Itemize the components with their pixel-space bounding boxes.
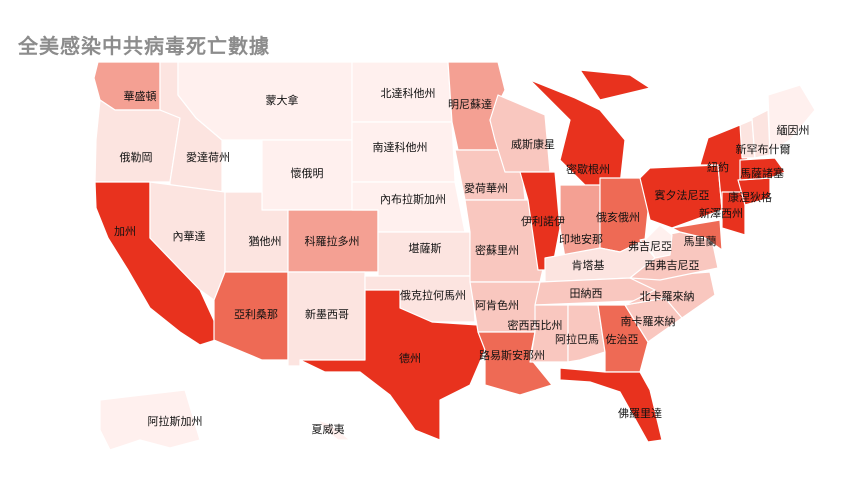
state-label-georgia: 佐治亞 <box>606 332 639 346</box>
state-label-illinois: 伊利諾伊 <box>521 214 565 228</box>
state-label-alabama: 阿拉巴馬 <box>555 332 599 346</box>
state-label-virginia: 弗吉尼亞 <box>628 239 672 253</box>
state-indiana <box>559 184 601 259</box>
state-maine <box>767 84 816 153</box>
state-label-northdakota: 北達科他州 <box>381 86 436 100</box>
state-alabama <box>567 304 606 363</box>
state-label-iowa: 愛荷華州 <box>464 182 508 195</box>
state-label-oregon: 俄勒岡 <box>120 151 153 164</box>
state-label-colorado: 科羅拉多州 <box>305 234 360 248</box>
state-label-montana: 蒙大拿 <box>266 93 299 107</box>
state-label-newhampshire: 新罕布什爾 <box>736 142 791 156</box>
state-label-westvirginia: 西弗吉尼亞 <box>645 258 700 272</box>
state-label-wyoming: 懷俄明 <box>291 167 324 180</box>
state-label-massachusetts_label: 馬薩諸塞 <box>740 166 784 180</box>
state-massachusetts <box>739 157 786 181</box>
state-newjersey <box>721 191 746 236</box>
state-label-kentucky: 肯塔基 <box>572 259 605 272</box>
state-label-southdakota: 南達科他州 <box>373 140 428 154</box>
state-label-washington: 華盛頓 <box>124 89 157 103</box>
state-label-mississippi: 密西西比州 <box>508 318 563 332</box>
state-label-utah: 猶他州 <box>249 234 282 248</box>
map-title: 全美感染中共病毒死亡數據 <box>18 34 270 58</box>
state-label-california: 加州 <box>114 225 136 238</box>
state-northcarolina <box>624 271 716 319</box>
state-label-newyork: 紐約 <box>707 160 729 174</box>
state-label-arizona: 亞利桑那 <box>234 308 278 321</box>
state-label-kansas: 堪薩斯 <box>409 242 442 255</box>
state-label-maine: 緬因州 <box>777 124 810 137</box>
state-label-texas: 德州 <box>399 351 421 365</box>
state-wisconsin <box>489 94 551 173</box>
state-label-minnesota: 明尼蘇達 <box>448 98 492 111</box>
state-label-nevada: 內華達 <box>173 230 206 243</box>
state-michigan <box>529 69 651 191</box>
state-label-newjersey: 新澤西州 <box>699 206 743 220</box>
state-label-pennsylvania: 賓夕法尼亞 <box>655 188 710 202</box>
state-label-oklahoma: 俄克拉何馬州 <box>400 288 466 302</box>
state-label-arkansas: 阿肯色州 <box>475 298 519 312</box>
state-label-ohio: 俄亥俄州 <box>596 210 640 224</box>
state-newhampshire <box>751 109 771 159</box>
state-label-idaho: 愛達荷州 <box>186 151 230 164</box>
state-label-newmexico: 新墨西哥 <box>305 307 349 321</box>
state-hawaii <box>317 419 351 441</box>
state-label-alaska: 阿拉斯加州 <box>148 414 203 428</box>
state-label-missouri: 密蘇里州 <box>475 243 519 257</box>
state-label-florida: 佛羅里達 <box>618 407 662 420</box>
state-label-indiana: 印地安那 <box>559 232 603 246</box>
state-label-maryland: 馬里蘭 <box>684 235 717 248</box>
state-label-wisconsin: 威斯康星 <box>511 137 555 151</box>
state-label-southcarolina: 南卡羅來納 <box>621 315 676 328</box>
state-mississippi <box>529 304 569 363</box>
state-westvirginia <box>644 224 673 259</box>
state-texas <box>299 289 486 441</box>
state-maryland <box>671 219 723 251</box>
state-label-connecticut: 康涅狄格 <box>728 190 772 204</box>
state-label-hawaii: 夏威夷 <box>312 423 345 436</box>
state-label-michigan: 密歇根州 <box>566 162 610 176</box>
state-florida <box>559 367 663 443</box>
state-label-nebraska: 內布拉斯加州 <box>380 192 446 206</box>
state-shapes <box>93 61 816 451</box>
state-alaska <box>99 389 201 451</box>
state-label-tennessee: 田納西 <box>570 287 603 300</box>
state-label-northcarolina: 北卡羅來納 <box>640 290 695 303</box>
state-label-louisiana: 路易斯安那州 <box>479 348 545 362</box>
